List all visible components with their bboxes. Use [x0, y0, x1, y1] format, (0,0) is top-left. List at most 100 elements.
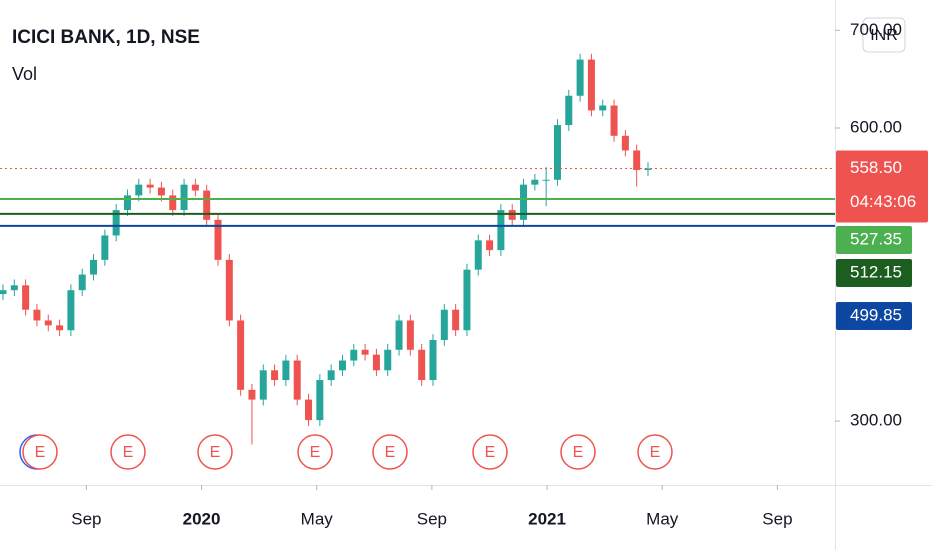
candle-body — [0, 290, 7, 295]
currency-button-box[interactable] — [862, 17, 906, 53]
candle-body — [44, 320, 52, 326]
x-tick-label: 2021 — [528, 509, 566, 528]
candle-body — [22, 285, 30, 310]
candle-body — [90, 259, 98, 275]
candle-body — [531, 179, 539, 185]
candle-body — [33, 309, 41, 321]
event-marker[interactable] — [560, 434, 596, 470]
candle-body — [520, 184, 528, 220]
candle-body — [372, 354, 380, 371]
candle-body — [553, 125, 561, 180]
volume-label: Vol — [12, 64, 37, 84]
x-tick-label: Sep — [417, 509, 447, 528]
candle-body — [78, 274, 86, 291]
candle-body — [361, 349, 369, 355]
candle-body — [316, 380, 324, 421]
level-box — [836, 259, 912, 287]
candle-body — [497, 210, 505, 251]
countdown-label: 04:43:06 — [850, 192, 916, 211]
x-tick-label: May — [646, 509, 679, 528]
candle-body — [169, 195, 177, 211]
candle-body — [282, 360, 290, 381]
candle-body — [191, 184, 199, 191]
event-label[interactable]: E — [385, 444, 396, 461]
candle-body — [644, 168, 652, 171]
candle-body — [610, 105, 618, 136]
candle-body — [248, 389, 256, 400]
candle-body — [225, 259, 233, 321]
event-marker[interactable] — [197, 434, 233, 470]
x-tick-label: 2020 — [183, 509, 221, 528]
candle-body — [203, 190, 211, 220]
y-tick-label: 700.00 — [850, 20, 902, 39]
candle-body — [237, 320, 245, 390]
candle-body — [271, 370, 279, 381]
candle-body — [508, 210, 516, 220]
candle-body — [565, 95, 573, 126]
candle-body — [56, 325, 64, 331]
candle-body — [621, 135, 629, 151]
candle-body — [112, 210, 120, 236]
x-tick-label: May — [301, 509, 334, 528]
candle-body — [327, 370, 335, 381]
currency-label[interactable]: INR — [870, 27, 898, 44]
candle-body — [123, 195, 131, 211]
candle-body — [440, 309, 448, 341]
candle-body — [135, 184, 143, 196]
event-label[interactable]: E — [210, 444, 221, 461]
level-label: 527.35 — [850, 229, 902, 248]
level-box — [836, 226, 912, 254]
candle-body — [418, 349, 426, 381]
candle-body — [214, 219, 222, 260]
event-label[interactable]: E — [35, 444, 46, 461]
event-label[interactable]: E — [650, 444, 661, 461]
candle-body — [633, 150, 641, 171]
candle-body — [350, 349, 358, 361]
event-label[interactable]: E — [573, 444, 584, 461]
candle-body — [180, 184, 188, 211]
x-tick-label: Sep — [762, 509, 792, 528]
y-tick-label: 600.00 — [850, 117, 902, 136]
chart-title: ICICI BANK, 1D, NSE — [12, 27, 200, 48]
candle-body — [10, 285, 18, 291]
x-tick-label: Sep — [71, 509, 101, 528]
last-price-label: 558.50 — [850, 158, 902, 177]
currency-button[interactable]: INR — [862, 17, 906, 53]
candle-body — [101, 235, 109, 260]
event-marker[interactable] — [637, 434, 673, 470]
last-price-box — [836, 150, 928, 223]
candle-body — [406, 320, 414, 350]
candle-body — [305, 399, 313, 421]
event-label[interactable]: E — [310, 444, 321, 461]
event-label[interactable]: E — [485, 444, 496, 461]
candle-body — [67, 290, 75, 331]
level-label: 499.85 — [850, 305, 902, 324]
candle-body — [395, 320, 403, 350]
candle-body — [293, 360, 301, 400]
event-label[interactable]: E — [123, 444, 134, 461]
candle-body — [157, 187, 165, 196]
candle-body — [599, 105, 607, 111]
candle-body — [474, 240, 482, 270]
event-marker[interactable] — [472, 434, 508, 470]
candle-body — [542, 179, 550, 181]
candle-body — [259, 370, 267, 400]
candle-body — [587, 59, 595, 111]
level-label: 512.15 — [850, 262, 902, 281]
candle-body — [338, 360, 346, 371]
event-marker[interactable] — [372, 434, 408, 470]
event-marker[interactable] — [297, 434, 333, 470]
candle-body — [463, 269, 471, 331]
candle-body — [452, 309, 460, 331]
y-tick-label: 300.00 — [850, 411, 902, 430]
candle-body — [429, 340, 437, 381]
event-marker[interactable] — [110, 434, 146, 470]
candle-body — [486, 240, 494, 251]
candle-body — [384, 349, 392, 371]
candle-body — [576, 59, 584, 96]
candle-body — [146, 184, 154, 188]
event-marker[interactable] — [22, 434, 58, 470]
